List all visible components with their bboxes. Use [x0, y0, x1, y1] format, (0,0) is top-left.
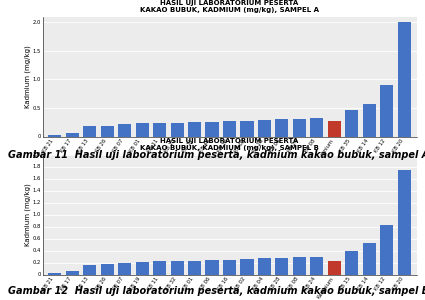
Bar — [223, 121, 236, 136]
Bar — [241, 259, 254, 274]
Bar — [101, 126, 114, 136]
Bar — [345, 250, 358, 274]
Bar — [398, 169, 411, 274]
Bar — [48, 135, 61, 137]
Bar — [136, 262, 149, 274]
Bar — [328, 261, 341, 274]
Y-axis label: Kadmium (mg/kg): Kadmium (mg/kg) — [25, 45, 31, 108]
Bar — [223, 260, 236, 274]
Bar — [65, 133, 79, 136]
Bar — [153, 261, 166, 274]
Bar — [380, 85, 394, 136]
Bar — [205, 122, 218, 136]
Bar — [136, 123, 149, 136]
Bar — [101, 264, 114, 274]
Bar — [275, 119, 289, 136]
Bar — [153, 123, 166, 136]
Bar — [275, 258, 289, 274]
Title: HASIL UJI LABORATORIUM PESERTA
KAKAO BUBUK, KADMIUM (mg/kg), SAMPEL A: HASIL UJI LABORATORIUM PESERTA KAKAO BUB… — [140, 0, 319, 13]
Bar — [205, 260, 218, 275]
Bar — [398, 22, 411, 136]
Bar — [170, 261, 184, 274]
Bar — [310, 256, 323, 274]
Bar — [48, 273, 61, 274]
X-axis label: Kode Laboratorium: Kode Laboratorium — [196, 163, 263, 169]
Text: Gambar 11  Hasil uji laboratorium peserta, kadmium kakao bubuk, sampel A: Gambar 11 Hasil uji laboratorium peserta… — [8, 150, 425, 160]
Bar — [293, 257, 306, 275]
Bar — [363, 104, 376, 136]
Bar — [83, 265, 96, 274]
Text: Gambar 12  Hasil uji laboratorium peserta, kadmium kakao bubuk, sampel B: Gambar 12 Hasil uji laboratorium peserta… — [8, 286, 425, 296]
Bar — [363, 243, 376, 274]
Bar — [345, 110, 358, 136]
Bar — [188, 122, 201, 136]
Bar — [65, 271, 79, 275]
Bar — [241, 121, 254, 136]
Y-axis label: Kadmium (mg/kg): Kadmium (mg/kg) — [25, 183, 31, 246]
Bar — [83, 126, 96, 136]
Bar — [310, 118, 323, 136]
Bar — [258, 120, 271, 136]
Bar — [328, 121, 341, 136]
Bar — [188, 261, 201, 274]
Bar — [118, 124, 131, 136]
Bar — [258, 258, 271, 274]
Bar — [170, 123, 184, 136]
Title: HASIL UJI LABORATORIUM PESERTA
KAKAO BUBUK, KADMIUM (mg/kg), SAMPEL B: HASIL UJI LABORATORIUM PESERTA KAKAO BUB… — [140, 138, 319, 151]
Bar — [118, 262, 131, 274]
Bar — [380, 225, 394, 274]
Bar — [293, 119, 306, 136]
